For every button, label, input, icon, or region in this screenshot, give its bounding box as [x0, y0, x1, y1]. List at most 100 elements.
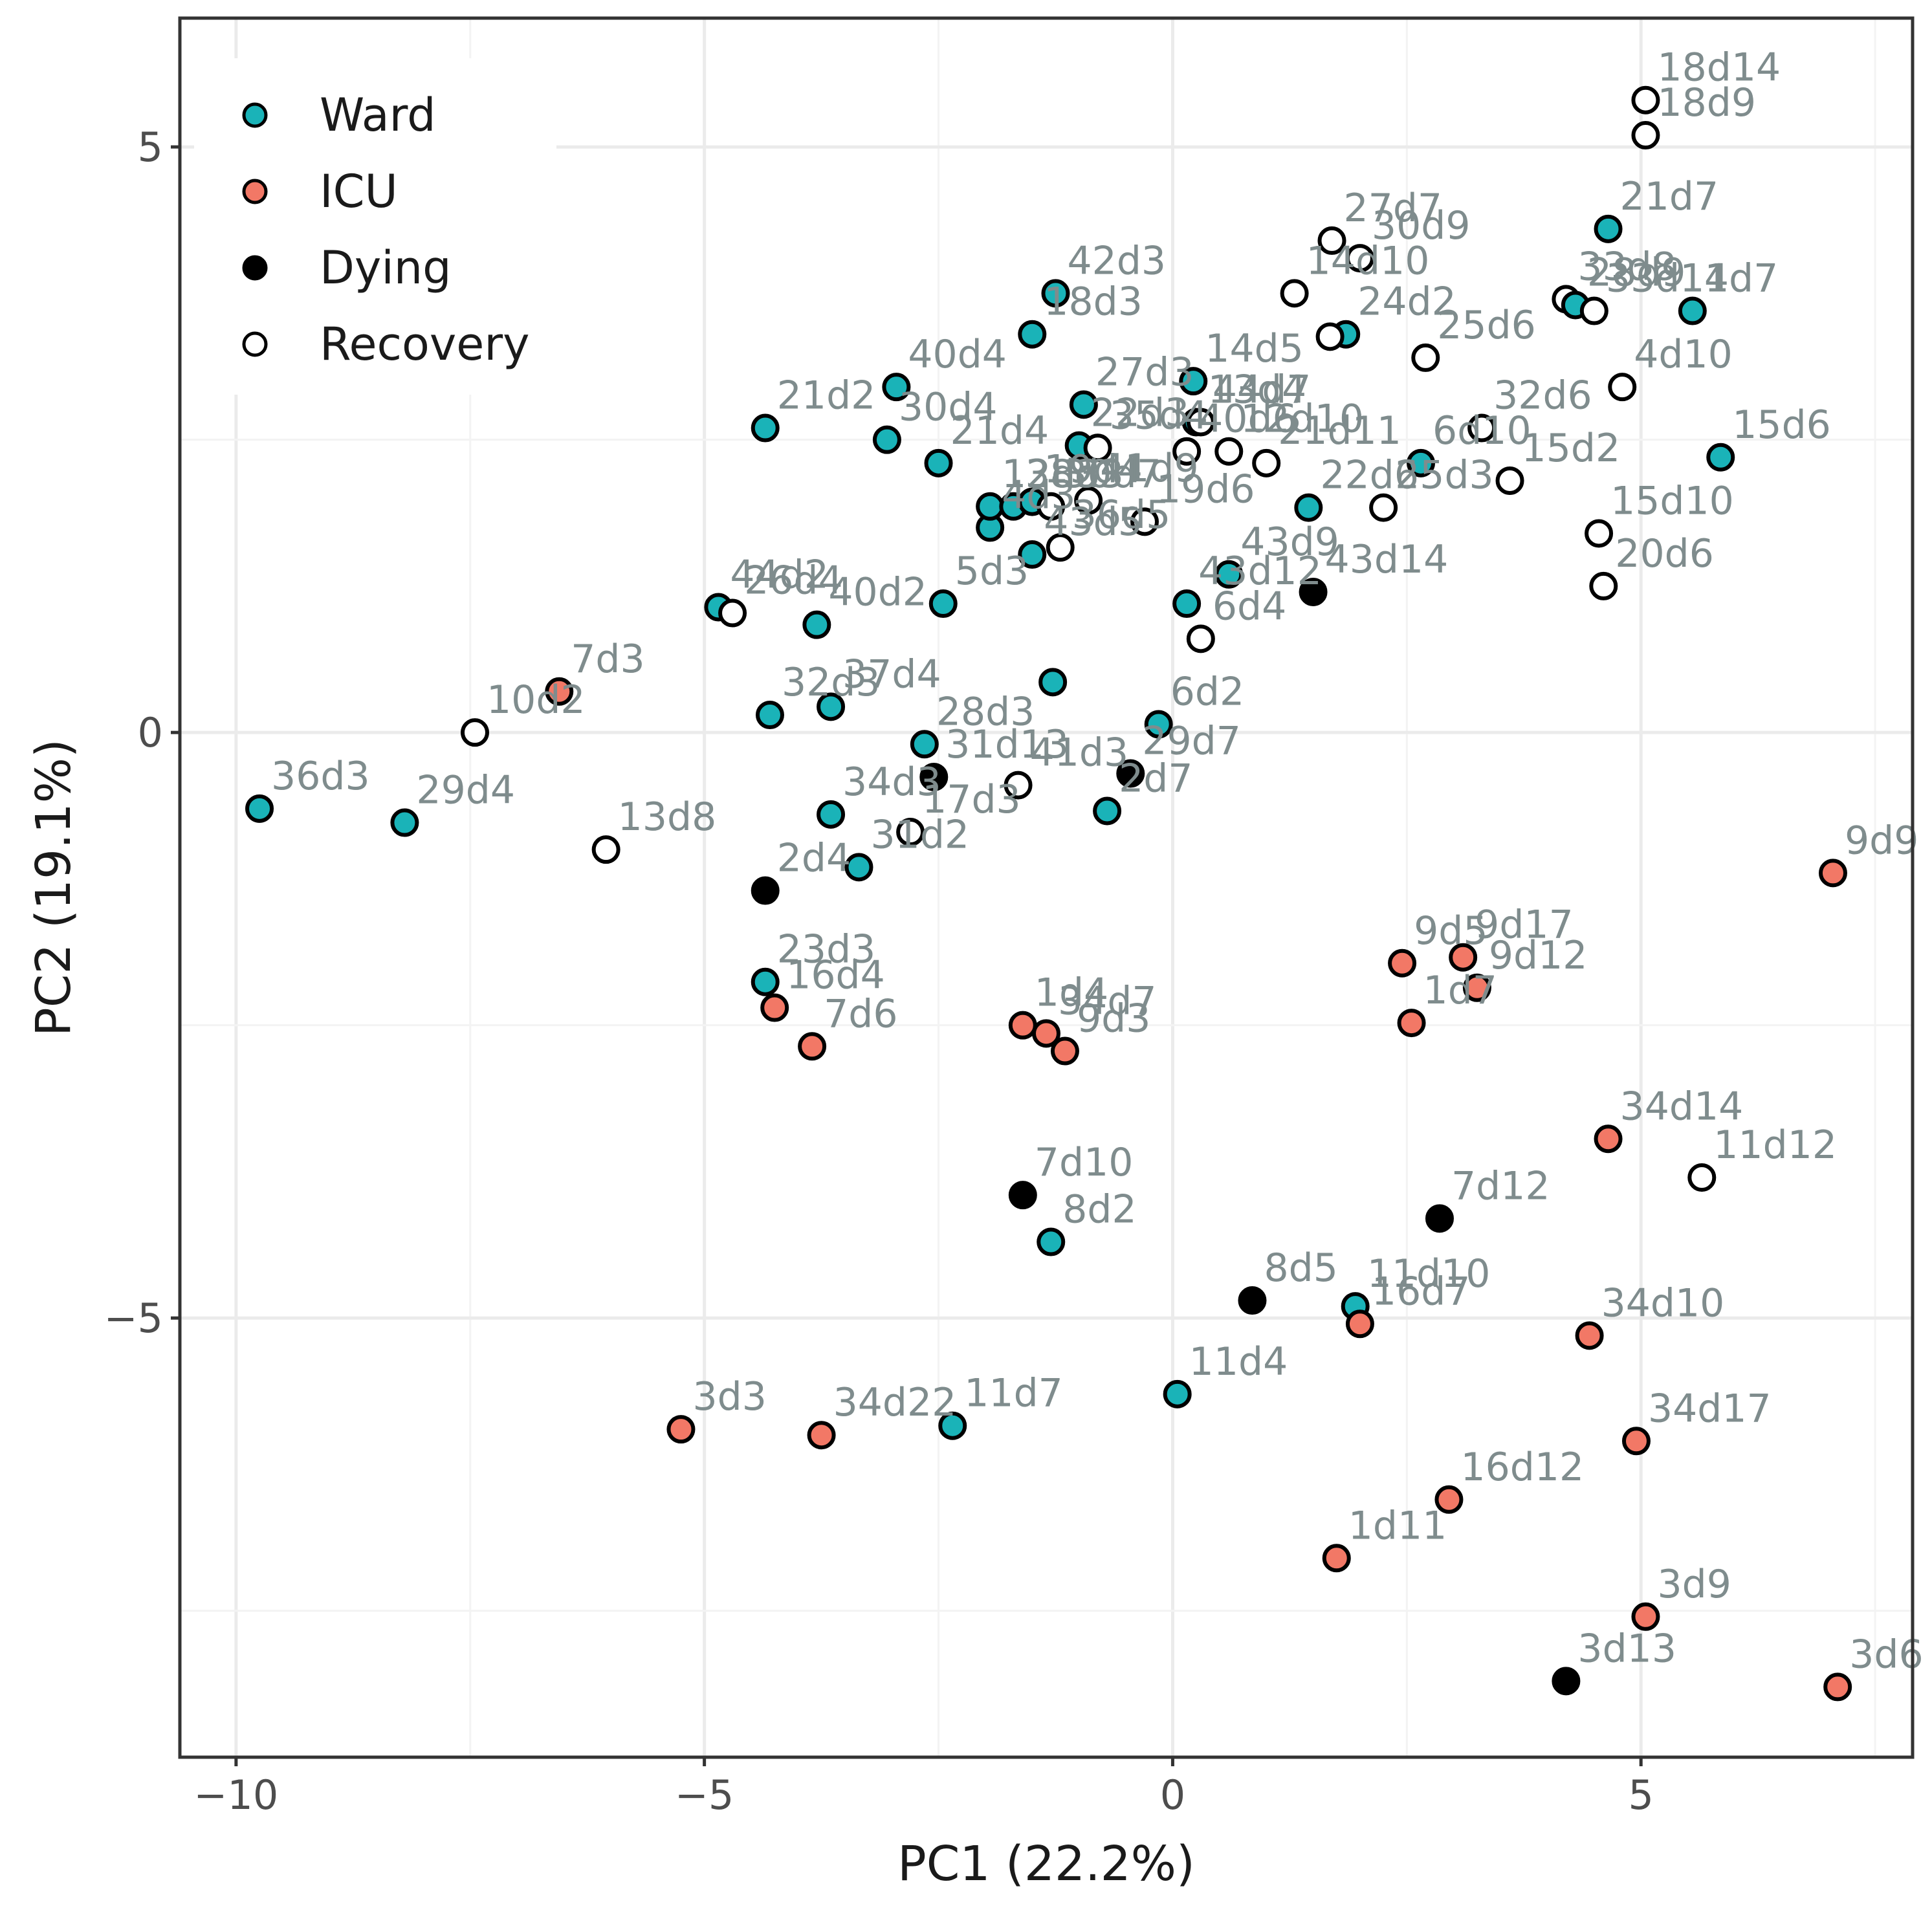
x-tick-label: −5 [675, 1771, 734, 1819]
point-label: 19d6 [1156, 466, 1255, 512]
point-recovery [460, 718, 489, 747]
point-label: 7d12 [1451, 1163, 1550, 1209]
point-label: 5d3 [955, 549, 1029, 594]
point-icu [545, 677, 574, 706]
point-ward [1069, 390, 1098, 419]
point-label: 26d4 [744, 558, 843, 604]
point-label: 32d3 [782, 660, 881, 705]
point-label: 43d9 [1240, 520, 1339, 565]
point-label: 24d2 [1357, 279, 1456, 325]
point-label: 34d22 [833, 1380, 957, 1425]
point-label: 11d10 [1367, 1251, 1491, 1297]
point-label: 34d17 [1648, 1386, 1772, 1431]
point-ward [1093, 796, 1122, 826]
point-label: 16d4 [786, 953, 885, 998]
point-label: 7d10 [1035, 1140, 1134, 1185]
point-label: 40d4 [908, 332, 1007, 377]
point-icu [1462, 973, 1491, 1002]
point-label: 30d4 [899, 385, 998, 430]
point-dying [1299, 577, 1328, 606]
point-label: 21d7 [1620, 174, 1719, 219]
point-recovery [1130, 507, 1159, 536]
legend-label-ward: Ward [320, 89, 436, 142]
point-dying [1116, 759, 1145, 788]
point-label: 22d3 [1091, 391, 1190, 436]
point-label: 36d5 [1072, 492, 1171, 538]
point-label: 17d3 [922, 777, 1021, 822]
point-label: 15d2 [1522, 426, 1621, 471]
point-icu [798, 1032, 827, 1061]
point-label: 16d7 [1372, 1269, 1471, 1314]
point-label: 42d3 [1067, 238, 1166, 283]
point-recovery [1186, 624, 1215, 653]
point-ward [817, 800, 846, 829]
point-recovery [1608, 373, 1637, 402]
point-label: 30d7 [1062, 452, 1161, 497]
point-label: 32d6 [1493, 373, 1592, 419]
point-label: 3d9 [1657, 1562, 1731, 1607]
point-ward [1594, 214, 1623, 243]
point-ward [938, 1411, 967, 1440]
point-recovery [1037, 492, 1066, 521]
point-label: 6d4 [1213, 584, 1286, 629]
point-icu [1818, 859, 1847, 888]
point-icu [1575, 1321, 1604, 1350]
point-ward [817, 692, 846, 721]
point-recovery [1369, 493, 1398, 522]
point-icu [1050, 1036, 1079, 1066]
point-label: 11d12 [1713, 1123, 1837, 1168]
point-recovery [1280, 279, 1309, 308]
point-label: 29d4 [416, 768, 515, 813]
point-label: 23d3 [777, 927, 876, 972]
point-ward [1163, 1379, 1192, 1408]
point-icu [807, 1421, 836, 1450]
legend-key-dying [242, 255, 268, 281]
point-label: 27d7 [1344, 186, 1443, 231]
point-label: 34d7 [1058, 978, 1157, 1024]
point-ward [1678, 296, 1707, 325]
point-recovery [1589, 571, 1618, 600]
point-label: 1d4 [1035, 970, 1108, 1016]
point-label: 18d14 [1657, 45, 1781, 91]
point-label: 21d4 [950, 408, 1049, 454]
point-dying [919, 762, 949, 791]
point-label: 2d7 [1119, 756, 1192, 801]
point-ward [1179, 367, 1208, 396]
point-ward [1214, 560, 1244, 589]
point-recovery [1495, 466, 1524, 495]
point-recovery [1687, 1163, 1717, 1192]
point-icu [1449, 943, 1478, 972]
point-ward [928, 589, 958, 619]
point-label: 18d3 [1044, 279, 1143, 325]
point-label: 12d3 [1002, 452, 1101, 497]
point-ward [1172, 589, 1202, 619]
point-recovery [1411, 343, 1440, 372]
point-label: 41d3 [1030, 730, 1129, 776]
point-ward [802, 610, 831, 639]
point-dying [1238, 1286, 1267, 1315]
point-ward [390, 808, 419, 837]
point-label: 9d5 [1414, 908, 1487, 954]
point-recovery [1579, 296, 1608, 325]
point-label: 40d6 [1198, 397, 1297, 442]
point-icu [1397, 1009, 1426, 1038]
point-label: 36d3 [271, 754, 370, 799]
point-label: 10d2 [487, 677, 586, 723]
plot-panel-border [178, 16, 1915, 1759]
point-ward [924, 448, 953, 477]
point-dying [751, 876, 780, 905]
point-ward [1407, 448, 1436, 477]
point-icu [1008, 1011, 1037, 1040]
point-recovery [1345, 244, 1374, 273]
point-label: 22d6 [1320, 453, 1419, 498]
point-recovery [1585, 519, 1614, 548]
point-label: 43d14 [1325, 537, 1449, 582]
point-label: 31d2 [870, 812, 969, 857]
point-label: 15d10 [1610, 478, 1734, 523]
point-icu [666, 1415, 696, 1444]
point-label: 1d11 [1348, 1503, 1447, 1548]
point-label: 34d10 [1601, 1280, 1725, 1326]
point-recovery [1317, 226, 1346, 255]
point-recovery [1467, 413, 1497, 443]
